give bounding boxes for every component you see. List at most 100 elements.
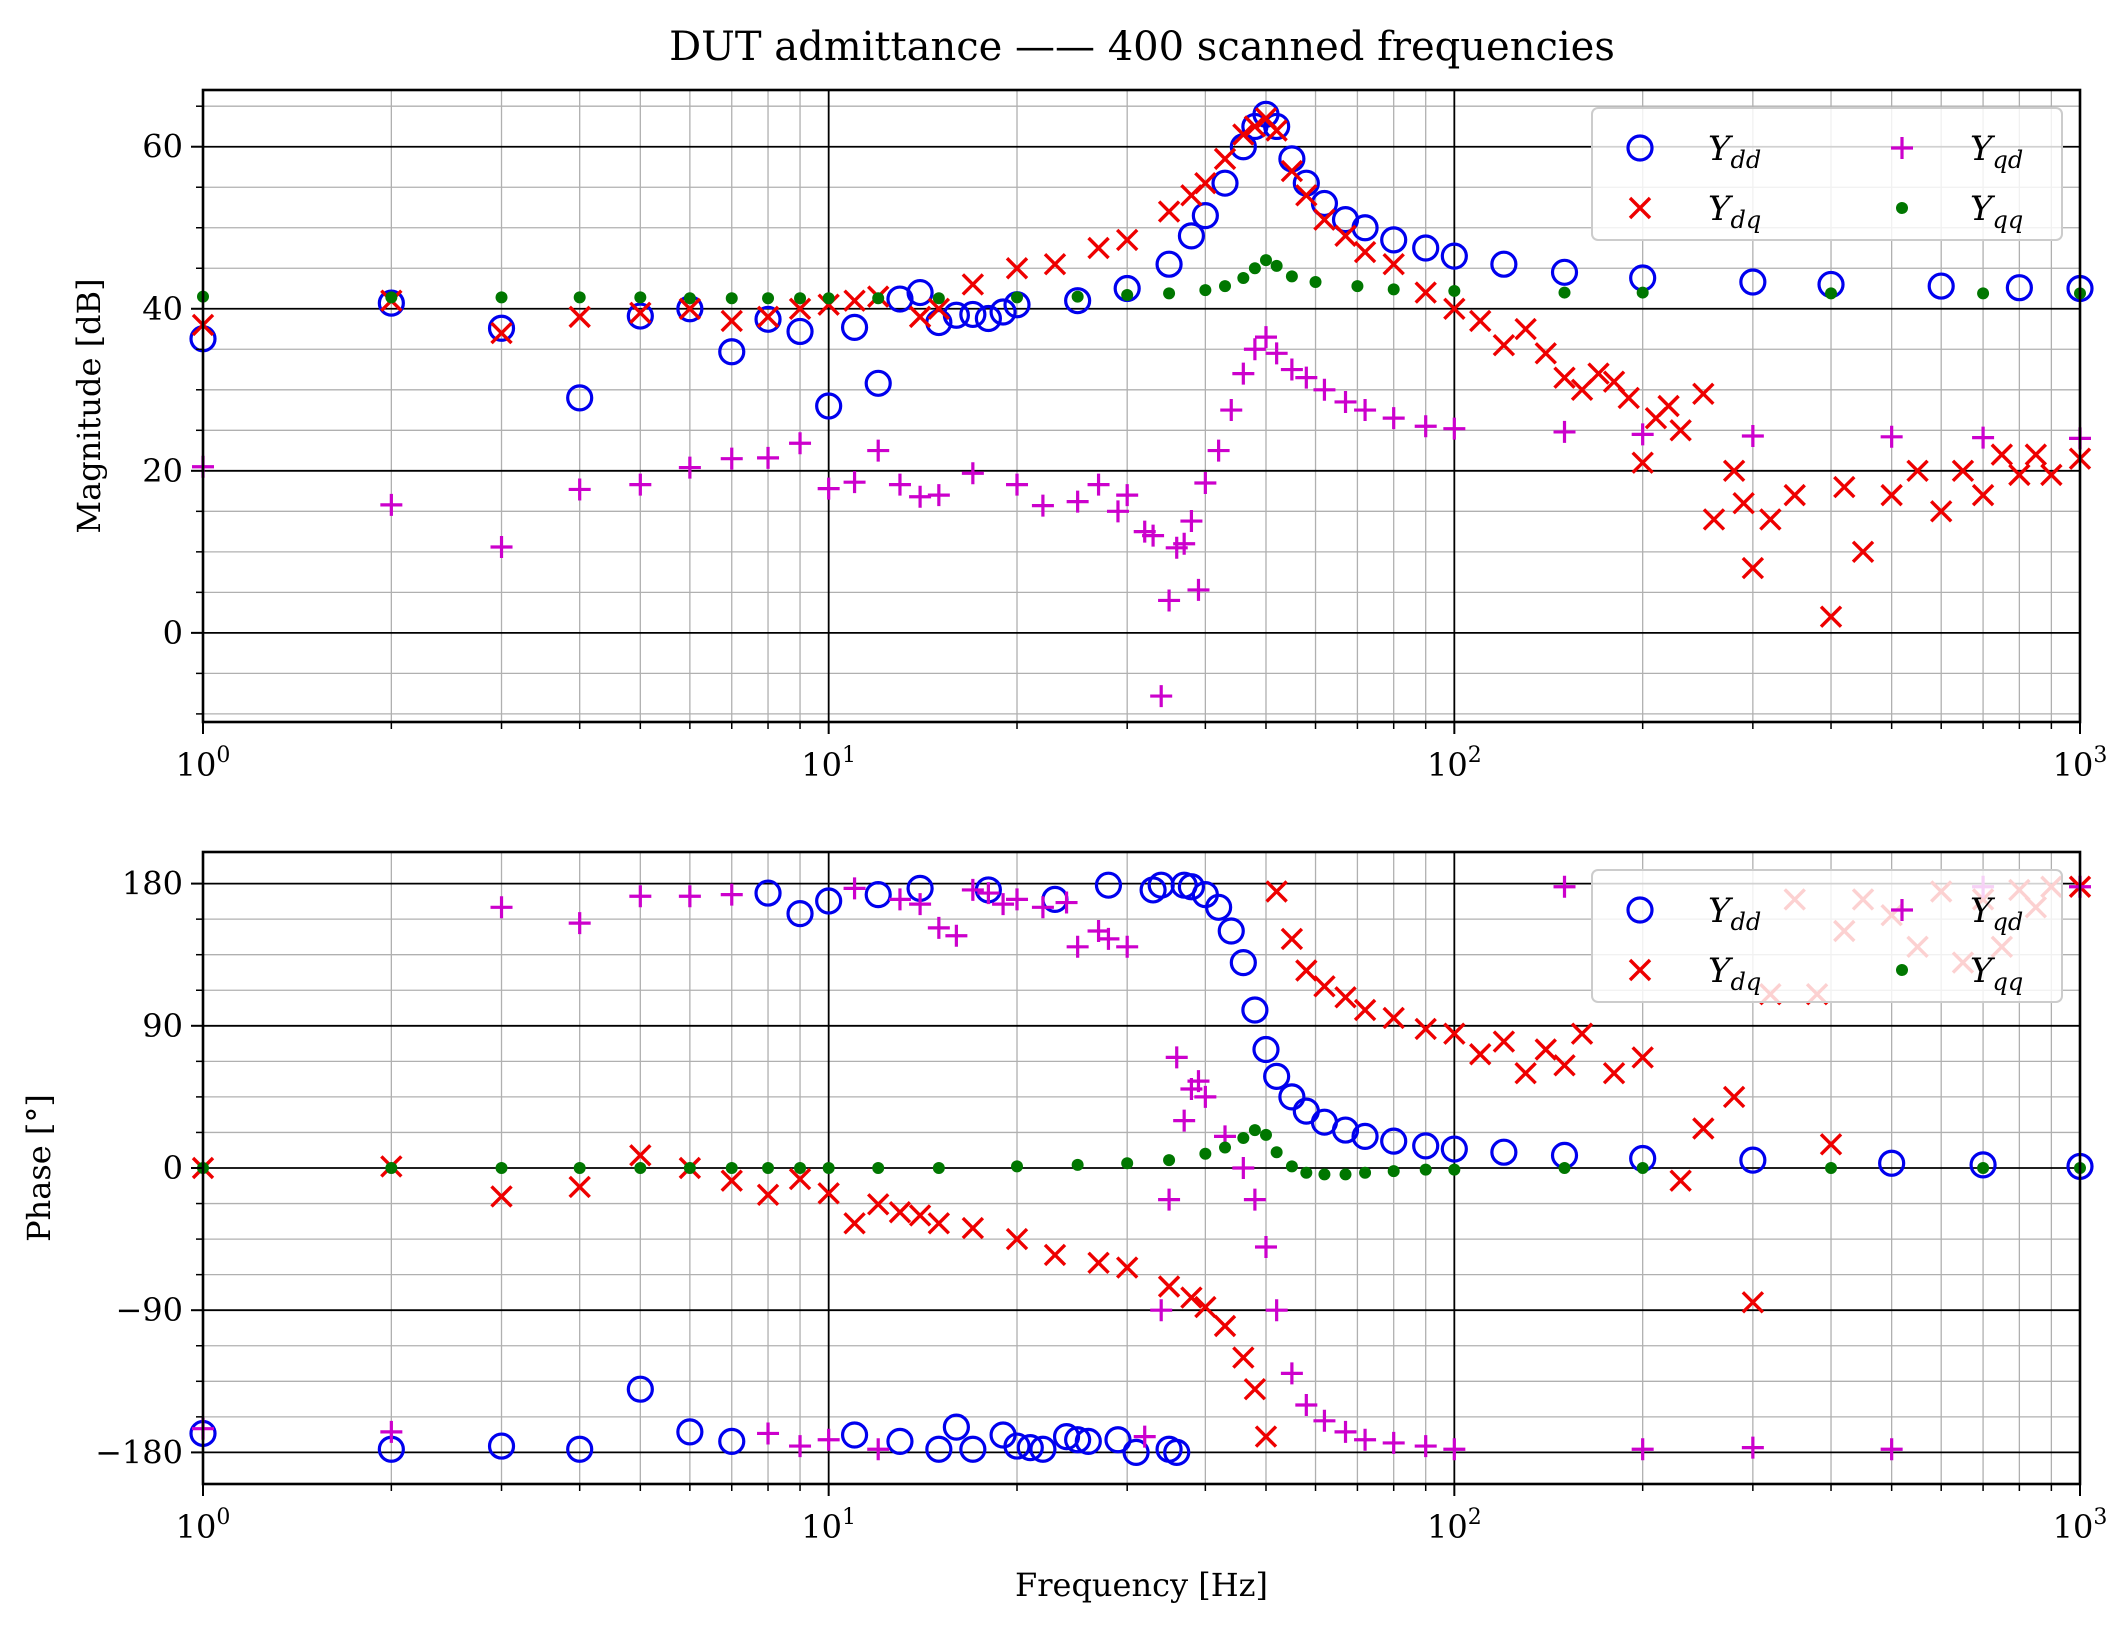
data-point [817,293,840,316]
data-point [1006,473,1029,496]
data-point [1469,309,1492,333]
data-point [908,305,932,329]
x-tick-label: 100 [176,743,231,784]
x-tick-label: 103 [2053,743,2108,784]
data-point [1783,483,1806,507]
legend-entry: Yqq [1896,189,2023,234]
data-point [1313,1409,1336,1432]
data-point [1229,948,1257,977]
data-point [1016,1434,1044,1462]
data-point [1692,382,1715,406]
data-point [1741,1436,1764,1459]
legend-entry: Yqd [1891,891,2023,936]
data-point [2005,274,2033,302]
magnitude-legend: Ydd Ydq Yqd Yqq [1591,107,2063,241]
data-point [2024,443,2048,466]
data-point [794,1162,807,1174]
data-point [1263,112,1291,141]
data-point [1259,254,1272,267]
legend-entry: Ydq [1628,951,1761,996]
data-point [1414,1435,1437,1458]
data-point [872,1162,885,1174]
data-point [377,289,405,317]
data-point [886,1427,914,1455]
data-point [786,900,814,928]
legend-entry: Ydq [1628,189,1761,234]
data-point [864,369,892,397]
data-point [927,916,950,939]
y-tick-label: 0 [163,1149,183,1187]
data-point [1313,208,1336,231]
data-point [959,300,987,329]
data-point [568,1175,591,1199]
data-point [1631,1046,1654,1069]
data-point [1558,286,1571,299]
data-point [1280,927,1304,951]
data-point [1199,284,1212,297]
data-point [1553,1054,1576,1077]
data-point [1313,975,1336,998]
data-point [1657,394,1680,418]
data-point [1553,420,1576,443]
data-point [1334,224,1357,248]
data-point [1359,1166,1372,1179]
x-tick-label: 101 [801,743,856,784]
data-point [380,493,403,516]
magnitude-ticks: 100 101 102 103 0 20 40 60 [142,105,2108,784]
data-point [1534,1038,1557,1061]
data-point [1443,1022,1466,1045]
data-point [1692,1117,1715,1140]
data-point [490,535,513,558]
data-point [961,1216,985,1240]
data-point [1241,996,1269,1024]
data-point [942,1413,970,1441]
data-point [888,473,911,496]
data-point [1243,115,1267,138]
data-point [1213,1314,1237,1338]
data-point [1550,258,1579,286]
data-point [1177,873,1206,901]
legend-label: Yqq [1970,189,2023,234]
data-point [1351,280,1364,293]
x-tick-label: 101 [801,1505,856,1546]
data-point [1617,386,1640,410]
data-point [1295,184,1318,207]
data-point [1285,270,1298,283]
data-point [1309,276,1322,289]
data-point [634,1162,647,1174]
data-point [817,477,840,500]
data-point [1440,1135,1468,1163]
data-point [1570,1022,1594,1045]
data-point [1043,253,1067,276]
data-point [495,1162,508,1174]
data-point [1380,1127,1408,1155]
series-y-qq [197,1124,2086,1181]
data-point [678,297,702,320]
data-point [725,1162,738,1174]
data-point [1094,871,1123,899]
data-point [683,1162,696,1174]
data-point [1880,1438,1903,1461]
legend-marker [1628,958,1652,982]
data-point [1155,250,1183,278]
legend-marker [1896,964,1908,976]
data-point [1880,483,1903,507]
data-point [1232,362,1255,385]
data-point [1158,1188,1181,1211]
data-point [1150,1299,1173,1322]
data-point [1534,342,1557,365]
data-point [1220,399,1243,422]
data-point [1412,234,1440,262]
data-point [1443,417,1466,440]
data-point [1334,1420,1357,1443]
data-point [1270,259,1283,272]
data-point [1071,290,1084,303]
data-point [1702,508,1726,531]
phase-x-axis-label: Frequency [Hz] [1015,1566,1268,1604]
data-point [490,1185,513,1208]
data-point [1553,366,1576,389]
data-point [989,298,1017,326]
data-point [1199,1147,1212,1160]
data-point [1259,1128,1272,1141]
data-point [867,1193,890,1216]
